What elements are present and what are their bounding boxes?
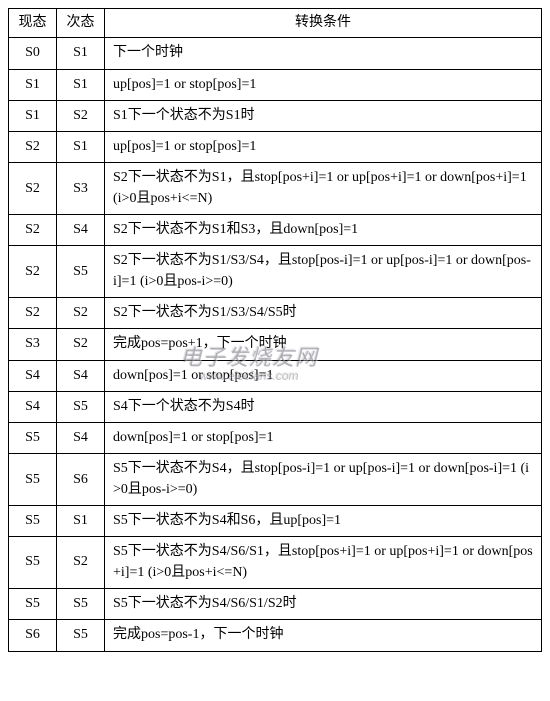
cell-next-state: S2 [57, 329, 105, 360]
table-row: S2S5S2下一状态不为S1/S3/S4，且stop[pos-i]=1 or u… [9, 246, 542, 298]
header-next-state: 次态 [57, 9, 105, 38]
cell-next-state: S4 [57, 215, 105, 246]
cell-condition: up[pos]=1 or stop[pos]=1 [105, 132, 542, 163]
cell-next-state: S1 [57, 38, 105, 69]
cell-current-state: S4 [9, 391, 57, 422]
cell-condition: S2下一状态不为S1，且stop[pos+i]=1 or up[pos+i]=1… [105, 163, 542, 215]
header-current-state: 现态 [9, 9, 57, 38]
cell-next-state: S4 [57, 360, 105, 391]
cell-current-state: S2 [9, 246, 57, 298]
cell-condition: S5下一状态不为S4，且stop[pos-i]=1 or up[pos-i]=1… [105, 454, 542, 506]
cell-current-state: S1 [9, 69, 57, 100]
cell-condition: S4下一个状态不为S4时 [105, 391, 542, 422]
cell-current-state: S5 [9, 454, 57, 506]
cell-next-state: S2 [57, 100, 105, 131]
cell-current-state: S2 [9, 215, 57, 246]
cell-current-state: S5 [9, 537, 57, 589]
cell-next-state: S3 [57, 163, 105, 215]
cell-next-state: S6 [57, 454, 105, 506]
cell-condition: S1下一个状态不为S1时 [105, 100, 542, 131]
cell-condition: S5下一状态不为S4/S6/S1，且stop[pos+i]=1 or up[po… [105, 537, 542, 589]
table-row: S1S2S1下一个状态不为S1时 [9, 100, 542, 131]
cell-condition: S5下一状态不为S4和S6，且up[pos]=1 [105, 506, 542, 537]
cell-next-state: S4 [57, 423, 105, 454]
cell-next-state: S5 [57, 620, 105, 651]
cell-condition: S5下一状态不为S4/S6/S1/S2时 [105, 588, 542, 619]
cell-condition: S2下一状态不为S1和S3，且down[pos]=1 [105, 215, 542, 246]
cell-next-state: S1 [57, 506, 105, 537]
cell-current-state: S6 [9, 620, 57, 651]
cell-current-state: S5 [9, 588, 57, 619]
cell-condition: S2下一状态不为S1/S3/S4，且stop[pos-i]=1 or up[po… [105, 246, 542, 298]
table-row: S5S5S5下一状态不为S4/S6/S1/S2时 [9, 588, 542, 619]
table-row: S5S2S5下一状态不为S4/S6/S1，且stop[pos+i]=1 or u… [9, 537, 542, 589]
state-transition-table: 现态 次态 转换条件 S0S1下一个时钟S1S1up[pos]=1 or sto… [8, 8, 542, 652]
cell-next-state: S2 [57, 537, 105, 589]
table-row: S2S3S2下一状态不为S1，且stop[pos+i]=1 or up[pos+… [9, 163, 542, 215]
cell-condition: S2下一状态不为S1/S3/S4/S5时 [105, 297, 542, 328]
cell-current-state: S5 [9, 423, 57, 454]
table-row: S0S1下一个时钟 [9, 38, 542, 69]
cell-current-state: S1 [9, 100, 57, 131]
table-row: S5S6S5下一状态不为S4，且stop[pos-i]=1 or up[pos-… [9, 454, 542, 506]
table-row: S6S5完成pos=pos-1，下一个时钟 [9, 620, 542, 651]
cell-condition: down[pos]=1 or stop[pos]=1 [105, 423, 542, 454]
cell-next-state: S1 [57, 69, 105, 100]
cell-condition: down[pos]=1 or stop[pos]=1 [105, 360, 542, 391]
cell-next-state: S5 [57, 246, 105, 298]
cell-next-state: S1 [57, 132, 105, 163]
cell-current-state: S4 [9, 360, 57, 391]
table-row: S2S4S2下一状态不为S1和S3，且down[pos]=1 [9, 215, 542, 246]
table-row: S4S5S4下一个状态不为S4时 [9, 391, 542, 422]
cell-condition: 下一个时钟 [105, 38, 542, 69]
cell-condition: up[pos]=1 or stop[pos]=1 [105, 69, 542, 100]
table-row: S5S1S5下一状态不为S4和S6，且up[pos]=1 [9, 506, 542, 537]
cell-current-state: S2 [9, 297, 57, 328]
cell-current-state: S2 [9, 163, 57, 215]
cell-current-state: S0 [9, 38, 57, 69]
cell-condition: 完成pos=pos-1，下一个时钟 [105, 620, 542, 651]
table-header-row: 现态 次态 转换条件 [9, 9, 542, 38]
cell-next-state: S2 [57, 297, 105, 328]
header-condition: 转换条件 [105, 9, 542, 38]
table-row: S3S2完成pos=pos+1，下一个时钟 [9, 329, 542, 360]
cell-current-state: S2 [9, 132, 57, 163]
table-row: S2S1up[pos]=1 or stop[pos]=1 [9, 132, 542, 163]
table-row: S4S4down[pos]=1 or stop[pos]=1 [9, 360, 542, 391]
cell-next-state: S5 [57, 391, 105, 422]
cell-current-state: S3 [9, 329, 57, 360]
cell-next-state: S5 [57, 588, 105, 619]
table-row: S2S2S2下一状态不为S1/S3/S4/S5时 [9, 297, 542, 328]
cell-condition: 完成pos=pos+1，下一个时钟 [105, 329, 542, 360]
cell-current-state: S5 [9, 506, 57, 537]
table-row: S1S1up[pos]=1 or stop[pos]=1 [9, 69, 542, 100]
table-body: S0S1下一个时钟S1S1up[pos]=1 or stop[pos]=1S1S… [9, 38, 542, 651]
table-row: S5S4down[pos]=1 or stop[pos]=1 [9, 423, 542, 454]
